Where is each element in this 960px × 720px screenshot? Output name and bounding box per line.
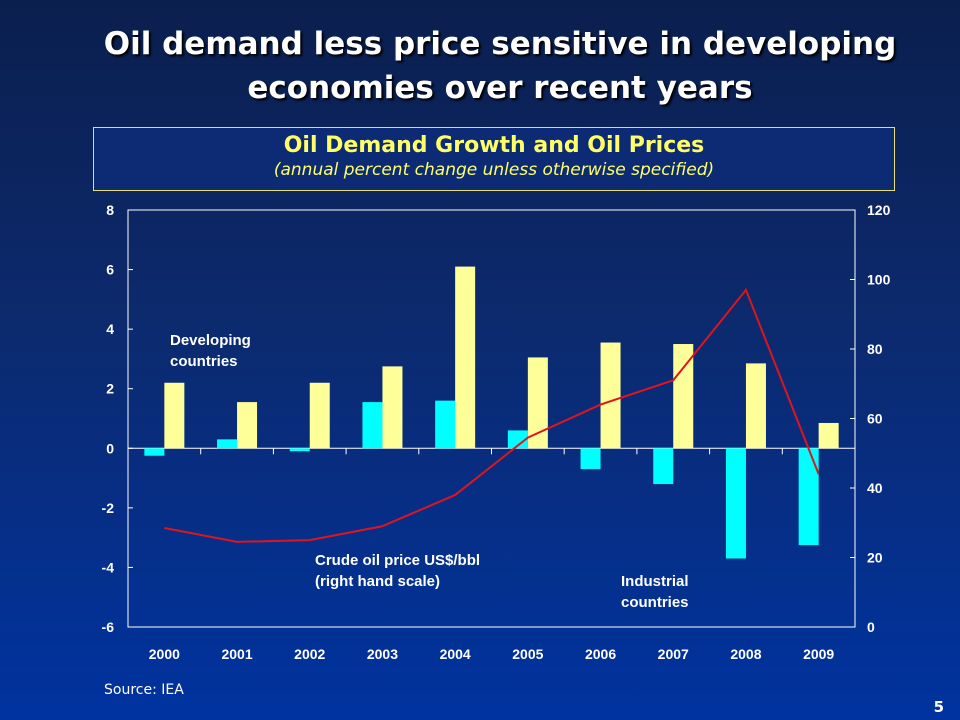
left-axis-tick-label: -2: [102, 500, 115, 516]
developing-bar: [745, 363, 766, 449]
x-axis-label: 2004: [440, 646, 471, 662]
left-axis-tick-label: -4: [102, 559, 115, 575]
developing-bar: [600, 342, 621, 449]
developing-bar: [237, 402, 258, 449]
right-axis-tick-label: 40: [867, 480, 883, 496]
chart-title-box: Oil Demand Growth and Oil Prices (annual…: [93, 127, 895, 191]
industrial-bar: [507, 430, 528, 449]
right-axis-tick-label: 80: [867, 341, 883, 357]
x-axis-label: 2002: [294, 646, 325, 662]
x-axis-label: 2008: [730, 646, 761, 662]
developing-bar: [818, 422, 839, 449]
x-axis-label: 2009: [803, 646, 834, 662]
x-axis-label: 2007: [658, 646, 689, 662]
left-axis-tick-label: -6: [102, 619, 115, 635]
left-axis-tick-label: 6: [106, 262, 114, 278]
industrial-bar: [653, 448, 674, 485]
industrial-bar: [289, 448, 310, 452]
developing-bar: [164, 382, 185, 449]
chart-title: Oil Demand Growth and Oil Prices: [283, 133, 705, 158]
right-axis-tick-label: 120: [867, 202, 891, 218]
industrial-bar: [580, 448, 601, 470]
right-axis-tick-label: 20: [867, 550, 883, 566]
oil-price-line: [164, 287, 820, 543]
industrial-countries-label: Industrial: [621, 573, 689, 590]
industrial-bar: [217, 439, 238, 449]
left-axis-tick-label: 4: [106, 321, 114, 337]
title-line-2: economies over recent years: [247, 70, 753, 106]
x-axis-label: 2006: [585, 646, 616, 662]
developing-countries-label: Developing: [170, 332, 251, 349]
x-axis-label: 2005: [512, 646, 543, 662]
right-axis-tick-label: 0: [867, 619, 875, 635]
x-axis-label: 2000: [149, 646, 180, 662]
industrial-bar: [362, 402, 383, 449]
left-axis-tick-label: 8: [106, 202, 114, 218]
oil-price-label: (right hand scale): [315, 573, 440, 590]
source-note: Source: IEA: [104, 682, 184, 698]
oil-price-label: Crude oil price US$/bbl: [315, 552, 480, 569]
x-axis-label: 2001: [221, 646, 252, 662]
industrial-bar: [798, 448, 819, 546]
developing-bar: [309, 382, 330, 449]
developing-bar: [382, 366, 403, 449]
left-axis-tick-label: 2: [106, 381, 114, 397]
developing-bar: [455, 266, 476, 449]
left-axis-tick-label: 0: [106, 440, 114, 456]
right-axis-tick-label: 100: [867, 272, 891, 288]
developing-bar: [527, 357, 548, 449]
page-number: 5: [933, 698, 944, 716]
developing-bar: [673, 344, 694, 449]
industrial-bar: [435, 400, 456, 449]
title-line-1: Oil demand less price sensitive in devel…: [103, 26, 897, 62]
x-axis-label: 2003: [367, 646, 398, 662]
right-axis-tick-label: 60: [867, 411, 883, 427]
slide-title: Oil demand less price sensitive in devel…: [60, 22, 940, 110]
industrial-countries-label: countries: [621, 594, 689, 611]
industrial-bar: [144, 448, 165, 456]
industrial-bar: [725, 448, 746, 559]
chart-subtitle: (annual percent change unless otherwise …: [273, 160, 715, 180]
developing-countries-label: countries: [170, 353, 238, 370]
